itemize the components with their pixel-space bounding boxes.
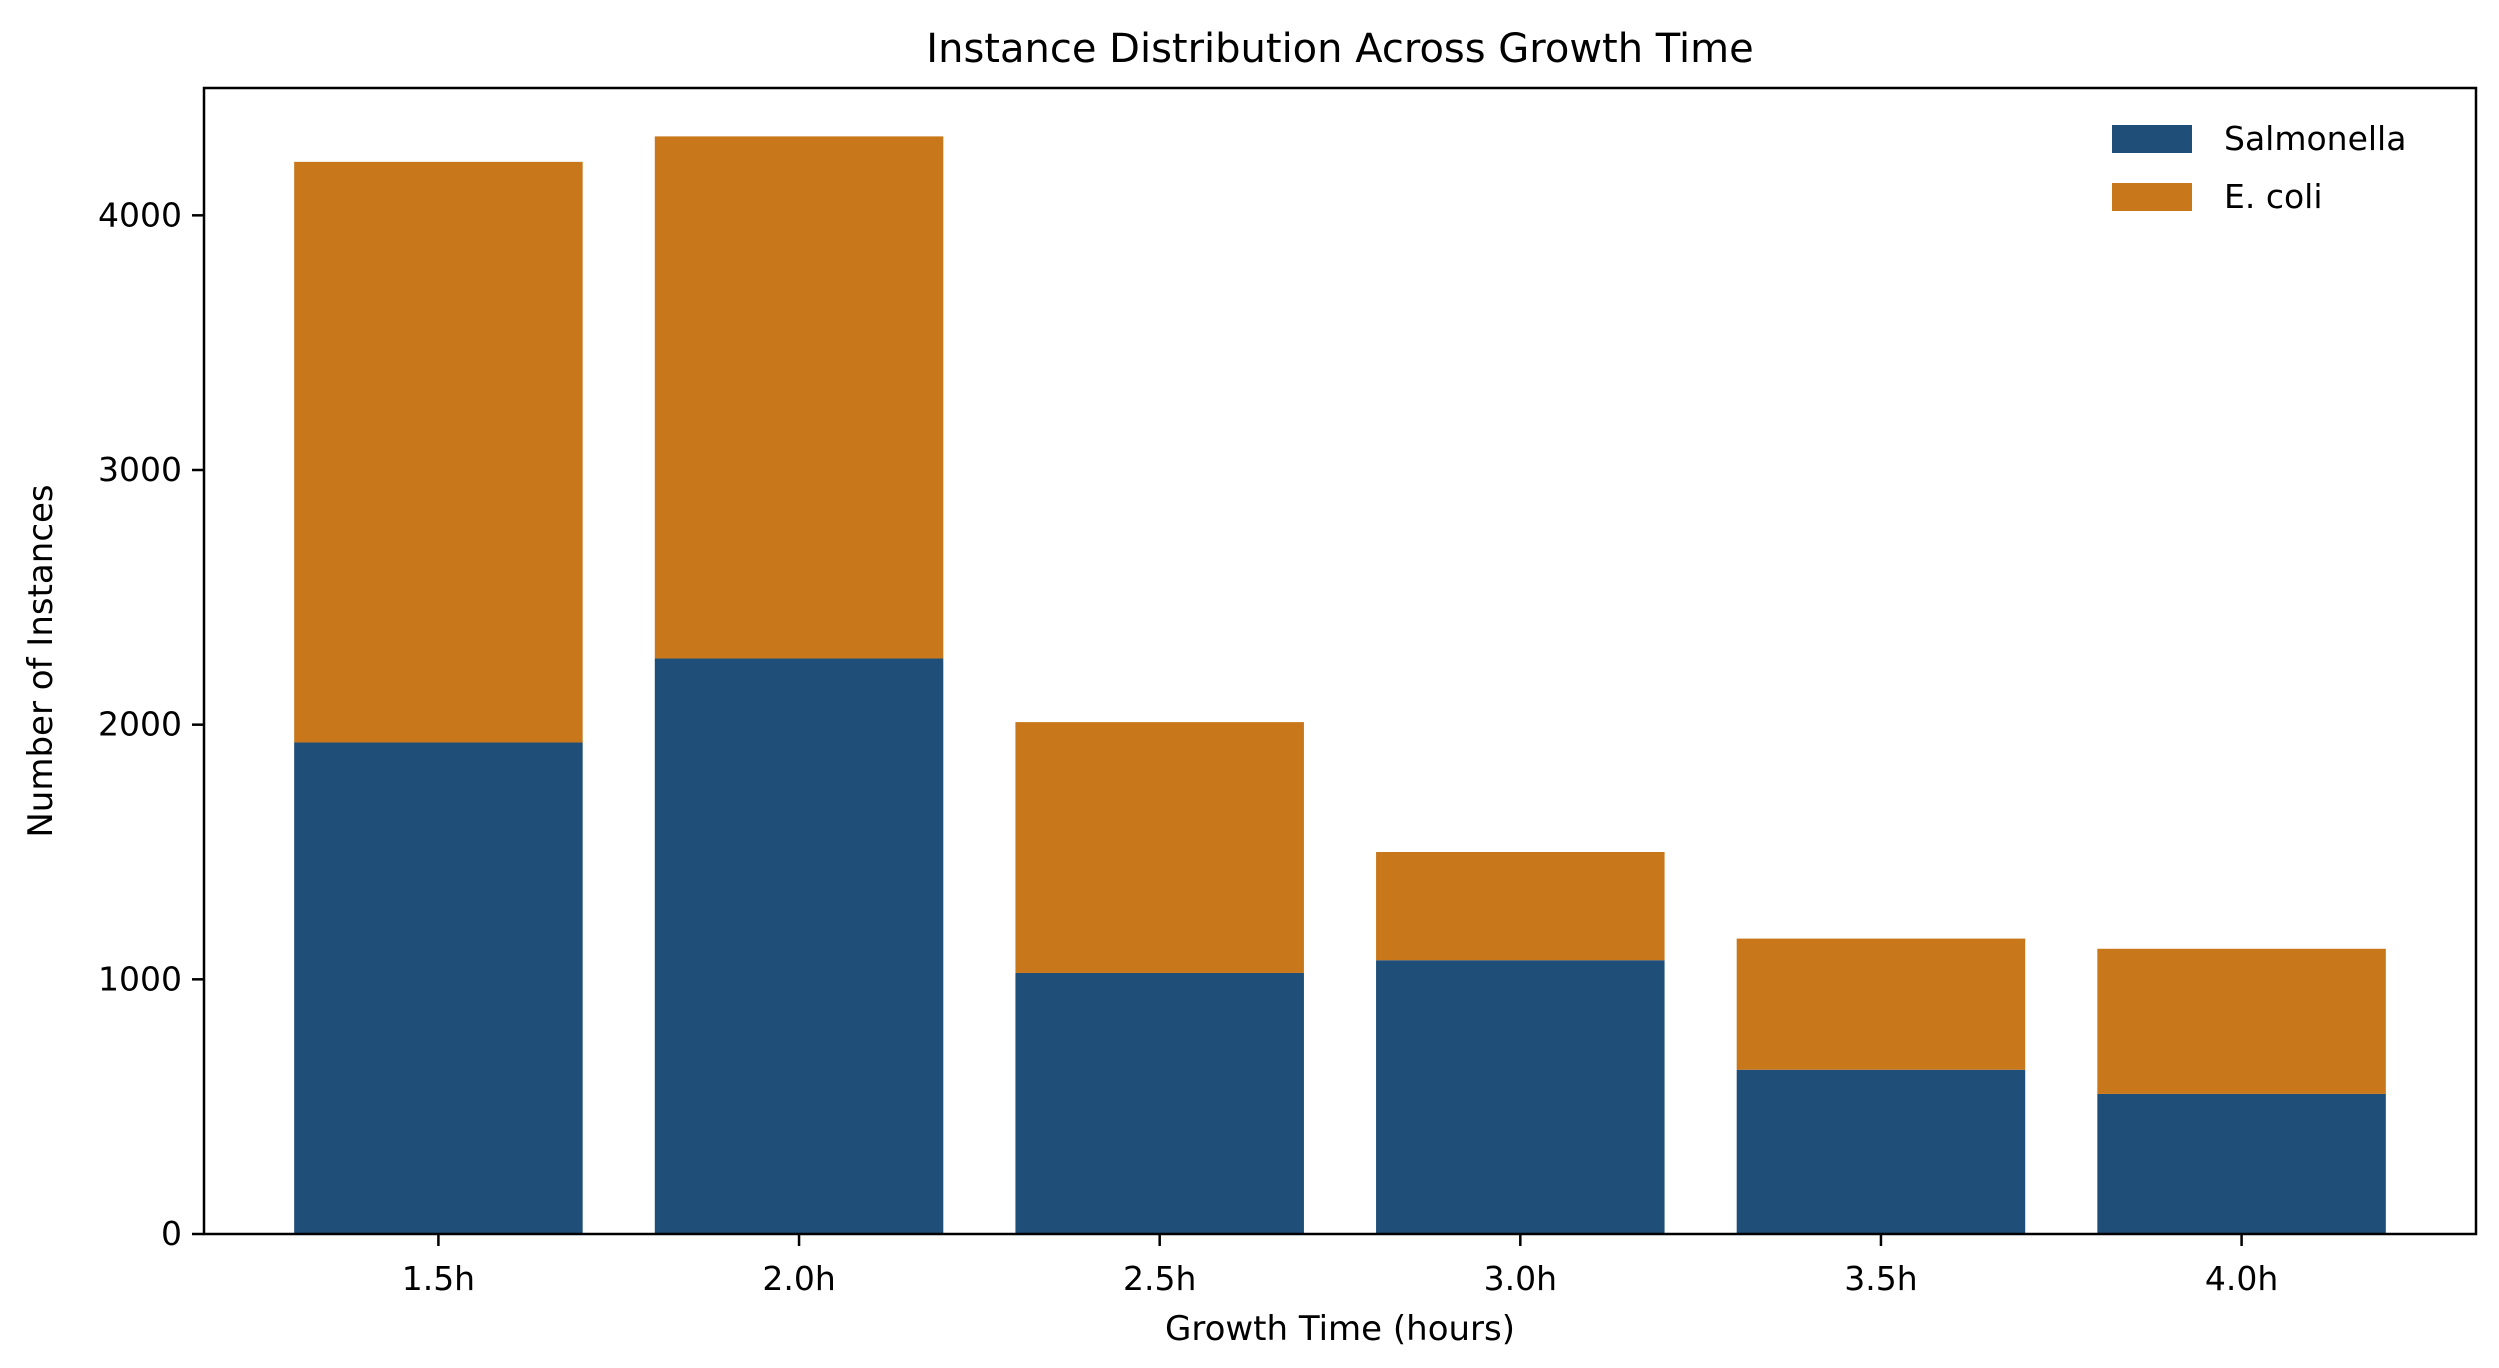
legend-swatch-2 [2112,183,2192,211]
y-tick-label: 1000 [98,959,182,998]
legend-swatch-1 [2112,125,2192,153]
bar-e-coli-2-5h [1015,722,1304,973]
chart-title: Instance Distribution Across Growth Time [926,26,1753,72]
bar-salmonella-2-0h [654,658,944,1234]
bar-salmonella-3-5h [1736,1069,2026,1234]
y-axis: 0 1000 2000 3000 4000 [98,195,204,1253]
x-tick-label: 2.5h [1123,1259,1196,1298]
x-tick-label: 3.0h [1484,1259,1557,1298]
bar-salmonella-1-5h [294,742,583,1234]
bar-e-coli-4-0h [2097,948,2386,1094]
bars-group [294,136,2386,1234]
bar-e-coli-1-5h [294,161,583,743]
legend-label-2: E. coli [2224,177,2323,216]
x-tick-label: 3.5h [1844,1259,1917,1298]
bar-e-coli-3-5h [1736,938,2026,1070]
x-axis: 1.5h 2.0h 2.5h 3.0h 3.5h 4.0h [402,1234,2278,1298]
legend: Salmonella E. coli [2112,119,2406,216]
plot-frame [202,86,2478,1236]
y-tick-label: 0 [161,1214,182,1253]
bar-salmonella-4-0h [2097,1093,2386,1234]
bar-salmonella-3-0h [1376,960,1665,1234]
y-axis-label: Number of Instances [21,484,61,837]
bar-e-coli-2-0h [654,136,944,659]
legend-label-1: Salmonella [2224,119,2406,158]
x-tick-label: 2.0h [762,1259,835,1298]
bar-salmonella-2-5h [1015,972,1304,1234]
y-tick-label: 2000 [98,705,182,744]
x-tick-label: 1.5h [402,1259,475,1298]
bar-e-coli-3-0h [1376,852,1665,961]
x-tick-label: 4.0h [2205,1259,2278,1298]
y-tick-label: 3000 [98,450,182,489]
y-tick-label: 4000 [98,195,182,234]
x-axis-label: Growth Time (hours) [1165,1309,1515,1349]
